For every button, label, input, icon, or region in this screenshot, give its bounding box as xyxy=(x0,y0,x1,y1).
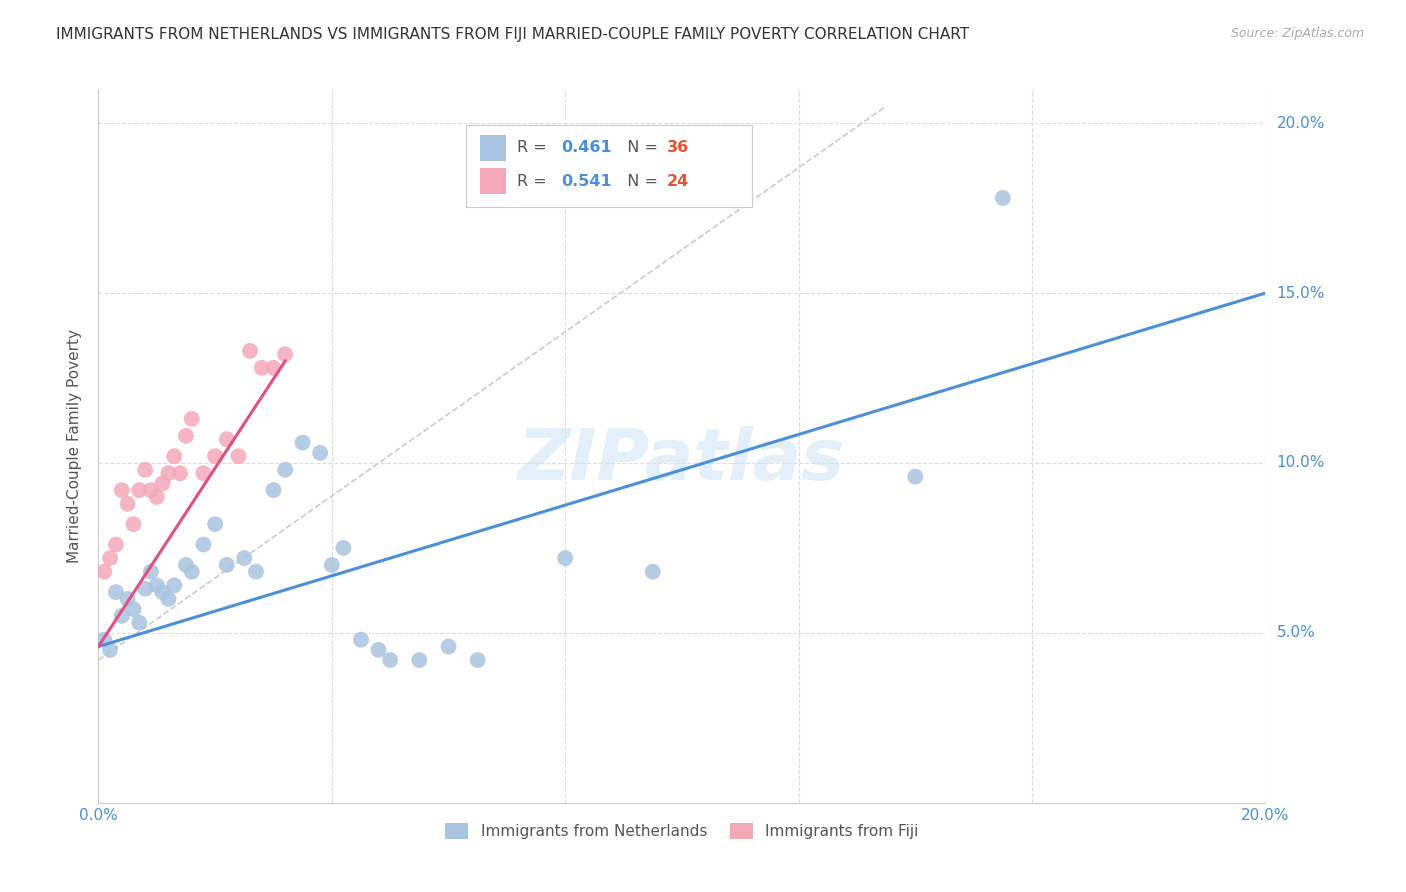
Point xyxy=(408,653,430,667)
Point xyxy=(117,497,139,511)
Point xyxy=(169,466,191,480)
Point xyxy=(321,558,343,572)
Text: Source: ZipAtlas.com: Source: ZipAtlas.com xyxy=(1230,27,1364,40)
Point xyxy=(204,517,226,532)
Point xyxy=(274,463,297,477)
Point xyxy=(174,429,197,443)
Point xyxy=(104,537,127,551)
Point xyxy=(146,490,169,504)
Text: R =: R = xyxy=(517,174,553,189)
Text: ZIPatlas: ZIPatlas xyxy=(519,425,845,495)
Point xyxy=(122,517,145,532)
Point xyxy=(233,551,256,566)
Point xyxy=(152,585,174,599)
FancyBboxPatch shape xyxy=(479,135,506,161)
Point xyxy=(174,558,197,572)
Point xyxy=(215,558,238,572)
Point xyxy=(139,565,162,579)
Point xyxy=(262,483,284,498)
Point xyxy=(467,653,489,667)
Point xyxy=(134,582,156,596)
Point xyxy=(146,578,169,592)
Point xyxy=(152,476,174,491)
Point xyxy=(380,653,402,667)
Point xyxy=(180,565,202,579)
Point xyxy=(193,537,215,551)
Text: IMMIGRANTS FROM NETHERLANDS VS IMMIGRANTS FROM FIJI MARRIED-COUPLE FAMILY POVERT: IMMIGRANTS FROM NETHERLANDS VS IMMIGRANT… xyxy=(56,27,969,42)
Point xyxy=(204,449,226,463)
Point xyxy=(117,591,139,606)
Text: 15.0%: 15.0% xyxy=(1277,285,1324,301)
Text: 20.0%: 20.0% xyxy=(1277,116,1324,131)
Point xyxy=(128,483,150,498)
Point xyxy=(228,449,250,463)
Point xyxy=(437,640,460,654)
Point xyxy=(128,615,150,630)
Legend: Immigrants from Netherlands, Immigrants from Fiji: Immigrants from Netherlands, Immigrants … xyxy=(439,817,925,845)
Point xyxy=(309,446,332,460)
Point xyxy=(641,565,664,579)
Point xyxy=(367,643,389,657)
Point xyxy=(157,591,180,606)
Point xyxy=(163,449,186,463)
Point xyxy=(111,483,134,498)
Point xyxy=(93,632,115,647)
Point xyxy=(163,578,186,592)
Point xyxy=(904,469,927,483)
Point xyxy=(262,360,284,375)
Point xyxy=(291,435,314,450)
Point xyxy=(215,432,238,446)
Point xyxy=(250,360,273,375)
Point xyxy=(332,541,354,555)
Text: R =: R = xyxy=(517,140,553,155)
Text: N =: N = xyxy=(617,174,662,189)
Text: 0.541: 0.541 xyxy=(562,174,613,189)
Point xyxy=(122,602,145,616)
Point xyxy=(350,632,373,647)
Point xyxy=(991,191,1014,205)
Point xyxy=(104,585,127,599)
Point xyxy=(139,483,162,498)
Point xyxy=(134,463,156,477)
Point xyxy=(193,466,215,480)
FancyBboxPatch shape xyxy=(465,125,752,207)
Point xyxy=(111,608,134,623)
Point xyxy=(274,347,297,361)
FancyBboxPatch shape xyxy=(479,169,506,194)
Text: 36: 36 xyxy=(666,140,689,155)
Point xyxy=(93,565,115,579)
Text: 24: 24 xyxy=(666,174,689,189)
Point xyxy=(98,643,121,657)
Point xyxy=(98,551,121,566)
Point xyxy=(180,412,202,426)
Point xyxy=(245,565,267,579)
Text: 10.0%: 10.0% xyxy=(1277,456,1324,470)
Y-axis label: Married-Couple Family Poverty: Married-Couple Family Poverty xyxy=(67,329,83,563)
Point xyxy=(157,466,180,480)
Text: 5.0%: 5.0% xyxy=(1277,625,1315,640)
Point xyxy=(554,551,576,566)
Point xyxy=(239,343,262,358)
Text: N =: N = xyxy=(617,140,662,155)
Text: 0.461: 0.461 xyxy=(562,140,613,155)
